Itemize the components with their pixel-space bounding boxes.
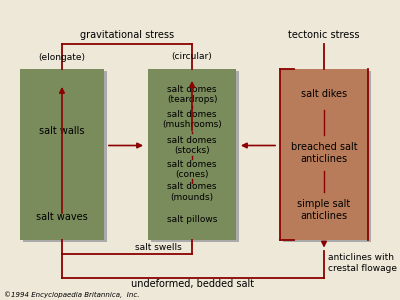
Text: salt dikes: salt dikes (301, 89, 347, 100)
Text: salt swells: salt swells (135, 243, 182, 252)
Text: tectonic stress: tectonic stress (288, 30, 360, 40)
Text: (elongate): (elongate) (38, 52, 86, 62)
Text: gravitational stress: gravitational stress (80, 30, 174, 40)
Text: salt domes
(teardrops): salt domes (teardrops) (167, 85, 217, 104)
Bar (148, 69, 236, 240)
Text: salt walls: salt walls (39, 125, 85, 136)
Text: salt waves: salt waves (36, 212, 88, 223)
Bar (280, 69, 368, 240)
Text: breached salt
anticlines: breached salt anticlines (291, 142, 357, 164)
Text: salt domes
(mounds): salt domes (mounds) (167, 182, 217, 202)
Bar (23, 71, 107, 242)
Bar (283, 71, 371, 242)
Text: salt domes
(stocks): salt domes (stocks) (167, 136, 217, 155)
Text: anticlines with
crestal flowage: anticlines with crestal flowage (328, 254, 397, 273)
Bar (20, 69, 104, 240)
Bar (151, 71, 239, 242)
Text: ©1994 Encyclopaedia Britannica,  Inc.: ©1994 Encyclopaedia Britannica, Inc. (4, 292, 140, 298)
Text: salt domes
(mushrooms): salt domes (mushrooms) (162, 110, 222, 129)
Text: salt pillows: salt pillows (167, 214, 217, 224)
Text: simple salt
anticlines: simple salt anticlines (297, 199, 351, 221)
Text: salt domes
(cones): salt domes (cones) (167, 160, 217, 179)
Text: undeformed, bedded salt: undeformed, bedded salt (132, 279, 254, 289)
Text: (circular): (circular) (172, 52, 212, 62)
